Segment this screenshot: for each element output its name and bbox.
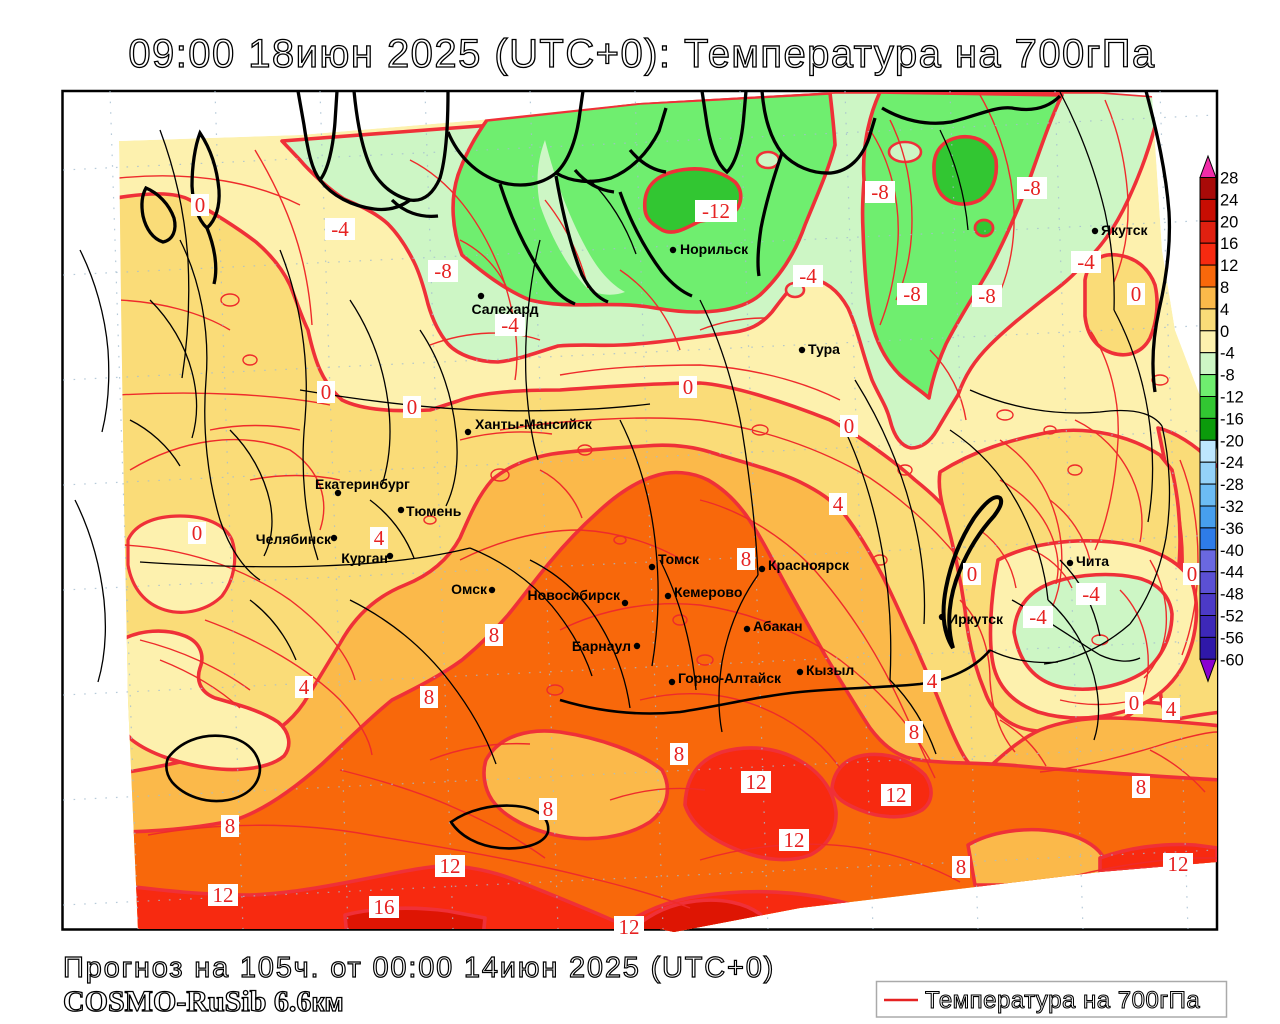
svg-text:-4: -4 [1220,345,1235,363]
svg-text:Норильск: Норильск [680,241,749,257]
svg-text:Екатеринбург: Екатеринбург [315,476,410,492]
svg-text:12: 12 [1168,852,1189,876]
svg-text:Тюмень: Тюмень [406,503,462,519]
svg-text:Новосибирск: Новосибирск [528,587,621,603]
svg-text:Иркутск: Иркутск [948,611,1004,627]
svg-text:8: 8 [225,814,236,838]
svg-text:24: 24 [1220,191,1238,209]
svg-text:Кызыл: Кызыл [806,662,854,678]
svg-text:8: 8 [543,797,554,821]
svg-text:-8: -8 [871,180,889,204]
svg-text:-16: -16 [1220,410,1244,428]
svg-text:-8: -8 [1023,176,1041,200]
svg-text:-8: -8 [1220,367,1235,385]
svg-text:0: 0 [195,193,206,217]
svg-text:8: 8 [956,855,967,879]
svg-text:-4: -4 [1082,582,1100,606]
svg-text:Горно-Алтайск: Горно-Алтайск [678,670,782,686]
svg-text:8: 8 [489,623,500,647]
svg-text:0: 0 [967,562,978,586]
svg-text:8: 8 [909,720,920,744]
svg-text:Томск: Томск [658,551,700,567]
svg-text:-12: -12 [702,199,730,223]
svg-text:-4: -4 [799,264,817,288]
svg-text:28: 28 [1220,170,1238,188]
svg-text:0: 0 [321,380,332,404]
svg-text:-8: -8 [903,282,921,306]
svg-text:8: 8 [1220,279,1229,297]
svg-text:4: 4 [1166,697,1177,721]
svg-text:12: 12 [1220,257,1238,275]
svg-text:-32: -32 [1220,498,1244,516]
svg-text:Салехард: Салехард [471,301,538,317]
svg-text:4: 4 [374,526,385,550]
svg-text:-52: -52 [1220,608,1244,626]
svg-text:8: 8 [674,742,685,766]
svg-text:4: 4 [833,492,844,516]
svg-text:12: 12 [746,770,767,794]
svg-text:20: 20 [1220,213,1238,231]
svg-text:0: 0 [844,414,855,438]
svg-text:-4: -4 [501,313,519,337]
svg-text:0: 0 [1129,691,1140,715]
svg-text:-12: -12 [1220,389,1244,407]
svg-text:4: 4 [1220,301,1229,319]
svg-text:12: 12 [619,915,640,939]
svg-text:0: 0 [1187,562,1198,586]
svg-text:8: 8 [741,547,752,571]
svg-text:Прогноз на 105ч. от 00:00 14ию: Прогноз на 105ч. от 00:00 14июн 2025 (UT… [63,952,775,984]
svg-text:-48: -48 [1220,586,1244,604]
svg-text:4: 4 [299,675,310,699]
svg-text:-8: -8 [434,259,452,283]
svg-text:Температура на 700гПа: Температура на 700гПа [925,987,1200,1014]
svg-text:12: 12 [784,828,805,852]
svg-text:16: 16 [1220,235,1238,253]
svg-text:0: 0 [1220,323,1229,341]
svg-text:Барнаул: Барнаул [572,638,631,654]
svg-text:-56: -56 [1220,629,1244,647]
svg-text:COSMO-RuSib 6.6км: COSMO-RuSib 6.6км [63,985,344,1018]
svg-text:-40: -40 [1220,542,1244,560]
svg-text:Красноярск: Красноярск [768,557,850,573]
svg-text:8: 8 [1136,775,1147,799]
svg-text:Кемерово: Кемерово [674,584,742,600]
svg-text:-8: -8 [978,284,996,308]
svg-text:-4: -4 [1029,605,1047,629]
svg-text:0: 0 [1131,282,1142,306]
svg-text:-36: -36 [1220,520,1244,538]
svg-text:-4: -4 [1077,250,1095,274]
svg-text:0: 0 [683,375,694,399]
svg-text:09:00 18июн 2025 (UTC+0): Темп: 09:00 18июн 2025 (UTC+0): Температура на… [128,32,1155,76]
svg-text:Якутск: Якутск [1101,222,1148,238]
svg-text:12: 12 [440,854,461,878]
svg-text:Ханты-Мансийск: Ханты-Мансийск [475,416,593,432]
svg-text:-20: -20 [1220,432,1244,450]
svg-text:4: 4 [927,669,938,693]
svg-text:Челябинск: Челябинск [256,531,332,547]
svg-text:Омск: Омск [451,581,488,597]
svg-text:-28: -28 [1220,476,1244,494]
svg-text:0: 0 [192,521,203,545]
svg-text:12: 12 [213,883,234,907]
svg-text:0: 0 [407,395,418,419]
svg-text:Абакан: Абакан [753,618,803,634]
svg-text:Чита: Чита [1076,553,1109,569]
svg-text:-24: -24 [1220,454,1244,472]
svg-text:12: 12 [886,783,907,807]
svg-text:Курган: Курган [341,550,388,566]
svg-text:-4: -4 [331,217,349,241]
svg-text:8: 8 [424,685,435,709]
svg-text:16: 16 [374,895,395,919]
svg-text:-60: -60 [1220,651,1244,669]
svg-text:Тура: Тура [808,341,840,357]
svg-text:-44: -44 [1220,564,1244,582]
